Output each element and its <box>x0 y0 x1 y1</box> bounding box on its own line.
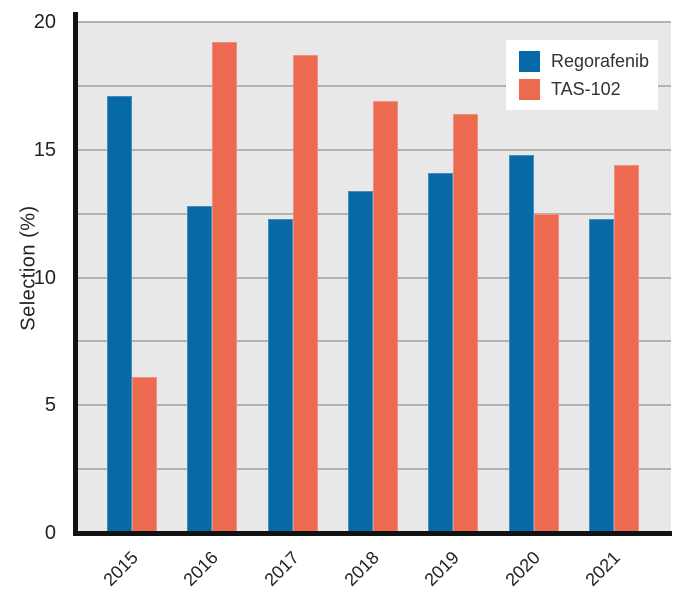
bar-tas-102-2017 <box>293 55 318 533</box>
x-tick-label-2019: 2019 <box>420 547 463 590</box>
x-tick-label-2015: 2015 <box>99 547 142 590</box>
gridline <box>78 85 671 87</box>
y-tick-label: 15 <box>33 139 56 161</box>
bar-regorafenib-2018 <box>348 191 373 533</box>
bar-regorafenib-2017 <box>268 219 293 533</box>
bar-tas-102-2020 <box>534 214 559 533</box>
bar-regorafenib-2019 <box>428 173 453 533</box>
bar-regorafenib-2015 <box>107 96 132 533</box>
bar-tas-102-2021 <box>614 165 639 533</box>
bar-tas-102-2018 <box>373 101 398 533</box>
x-axis-line <box>73 531 672 536</box>
legend-label-regorafenib: Regorafenib <box>551 50 650 71</box>
y-tick-label: 20 <box>33 11 56 33</box>
legend-label-tas-102: TAS-102 <box>551 78 621 99</box>
gridline <box>78 21 671 23</box>
y-axis-title: Selection (%) <box>17 205 40 331</box>
bar-regorafenib-2020 <box>509 155 534 533</box>
x-tick-label-2018: 2018 <box>340 547 383 590</box>
legend-item-regorafenib: Regorafenib <box>519 50 658 72</box>
legend-item-tas-102: TAS-102 <box>519 78 658 100</box>
legend-swatch-tas-102-icon <box>519 78 540 100</box>
y-tick-label: 5 <box>44 394 56 416</box>
y-axis-line <box>73 12 78 536</box>
bar-regorafenib-2021 <box>589 219 614 533</box>
x-tick-label-2020: 2020 <box>501 547 544 590</box>
bar-regorafenib-2016 <box>187 206 212 533</box>
bar-tas-102-2019 <box>453 114 478 533</box>
x-tick-label-2017: 2017 <box>260 547 303 590</box>
y-tick-label: 0 <box>44 522 56 544</box>
x-tick-label-2021: 2021 <box>581 547 624 590</box>
x-tick-label-2016: 2016 <box>179 547 222 590</box>
bar-tas-102-2015 <box>132 377 157 533</box>
legend-swatch-regorafenib-icon <box>519 50 540 72</box>
y-tick-label: 10 <box>33 267 56 289</box>
bar-tas-102-2016 <box>212 42 237 533</box>
legend: Regorafenib TAS-102 <box>506 40 658 110</box>
